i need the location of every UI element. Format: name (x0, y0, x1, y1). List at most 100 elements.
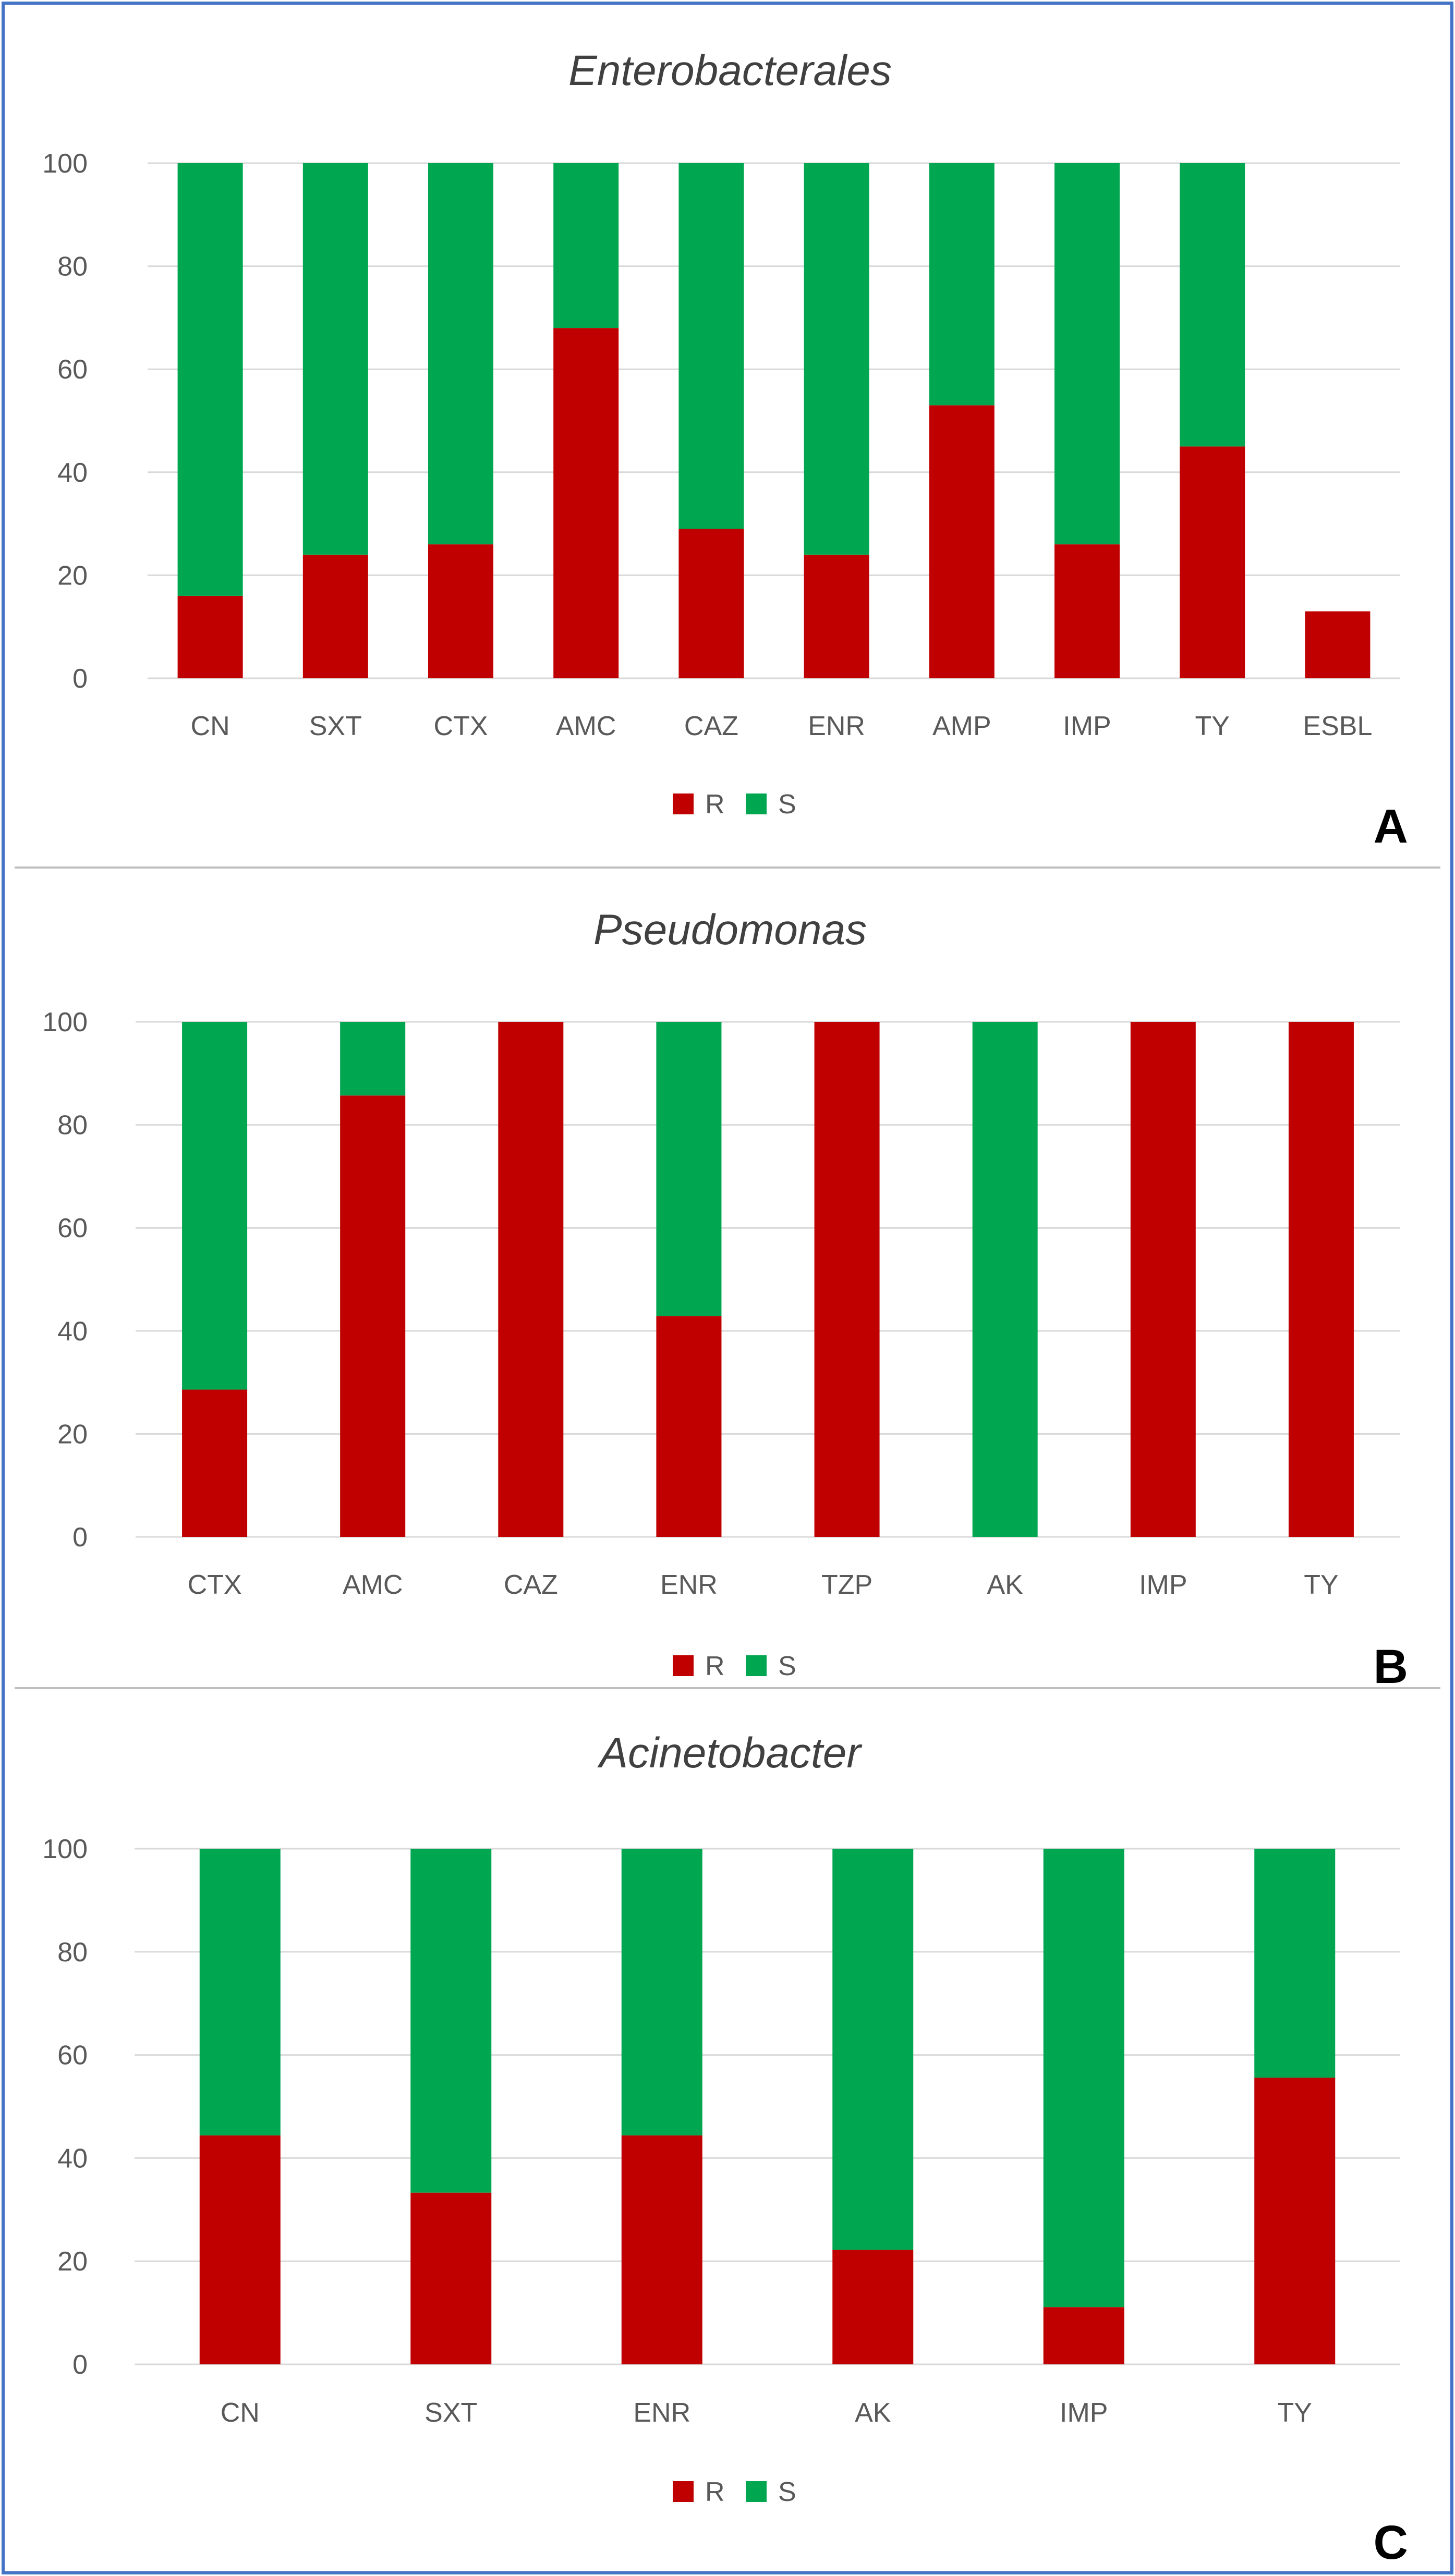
bar-s-enr (656, 1022, 722, 1316)
y-tick-label: 80 (57, 1937, 88, 1968)
bar-r-enr (656, 1316, 722, 1537)
bar-s-caz (678, 163, 744, 529)
x-tick-label: ENR (633, 2398, 690, 2428)
panel-label: B (1374, 1640, 1408, 1693)
legend-label: R (705, 2477, 725, 2507)
bar-r-sxt (410, 2192, 492, 2364)
x-tick-label: ENR (808, 711, 865, 741)
bar-r-ctx (428, 544, 493, 678)
y-tick-label: 60 (57, 355, 88, 385)
bar-s-enr (621, 1849, 702, 2135)
legend-label: S (778, 1651, 796, 1681)
x-tick-label: ENR (660, 1570, 718, 1600)
panel-label: A (1374, 800, 1408, 853)
x-tick-label: IMP (1060, 2398, 1108, 2428)
y-tick-label: 40 (57, 2143, 88, 2174)
bar-r-amp (929, 405, 995, 678)
panel-label: C (1374, 2516, 1408, 2569)
bar-r-esbl (1305, 611, 1371, 678)
x-tick-label: AMP (932, 711, 991, 741)
bar-s-ctx (428, 163, 493, 545)
x-tick-label: IMP (1139, 1570, 1187, 1600)
bar-s-amc (340, 1022, 406, 1096)
legend-swatch-s (746, 1655, 767, 1676)
y-tick-label: 100 (42, 1834, 88, 1864)
bar-r-cn (177, 595, 243, 678)
x-tick-label: TY (1304, 1570, 1338, 1600)
x-tick-label: IMP (1063, 711, 1111, 741)
bar-r-amc (340, 1095, 406, 1537)
y-tick-label: 0 (72, 2350, 88, 2380)
bar-s-cn (199, 1849, 281, 2135)
x-tick-label: SXT (309, 711, 362, 741)
y-tick-label: 80 (57, 252, 88, 282)
y-tick-label: 100 (42, 1007, 88, 1037)
legend-label: R (705, 1651, 725, 1681)
y-tick-label: 0 (72, 1522, 88, 1553)
bar-s-ty (1180, 163, 1245, 447)
chart-title: Acinetobacter (597, 1729, 863, 1777)
x-tick-label: AK (855, 2398, 891, 2428)
y-tick-label: 40 (57, 1316, 88, 1347)
bar-r-ty (1254, 2078, 1336, 2364)
x-tick-label: CTX (434, 711, 488, 741)
legend-swatch-r (673, 1655, 694, 1676)
bar-r-tzp (814, 1022, 880, 1537)
y-tick-label: 0 (72, 664, 88, 694)
legend-label: R (705, 789, 725, 820)
x-tick-label: AMC (556, 711, 616, 741)
chart-panel-a: Enterobacterales 0 20 40 60 80 100 CN SXT CTX AMC C… (42, 47, 1408, 853)
bar-s-ak (832, 1849, 914, 2250)
bar-s-amp (929, 163, 995, 406)
bar-s-imp (1054, 163, 1120, 545)
bar-s-enr (804, 163, 869, 555)
x-tick-label: TZP (821, 1570, 872, 1600)
x-tick-label: TY (1195, 711, 1229, 741)
y-tick-label: 40 (57, 458, 88, 488)
bar-r-caz (678, 529, 744, 678)
bar-r-ty (1180, 446, 1245, 678)
chart-title: Pseudomonas (593, 906, 867, 954)
x-tick-label: CAZ (684, 711, 738, 741)
legend-label: S (778, 789, 796, 820)
bar-r-enr (621, 2135, 702, 2364)
x-tick-label: AK (987, 1570, 1024, 1600)
bar-r-enr (804, 554, 869, 678)
bar-r-ty (1288, 1022, 1354, 1537)
bar-s-ctx (182, 1022, 248, 1390)
bar-r-imp (1054, 544, 1120, 678)
x-tick-label: ESBL (1303, 711, 1372, 741)
legend-swatch-s (746, 793, 767, 814)
y-tick-label: 60 (57, 1213, 88, 1243)
x-tick-label: CN (191, 711, 230, 741)
y-tick-label: 60 (57, 2041, 88, 2071)
bar-r-ak (832, 2250, 914, 2364)
bar-s-cn (177, 163, 243, 596)
legend-swatch-r (673, 2481, 694, 2502)
chart-panel-b: Pseudomonas 0 20 40 60 80 100 CTX AMC CAZ ENR TZP AK… (42, 906, 1408, 1693)
x-tick-label: TY (1278, 2398, 1312, 2428)
x-tick-label: AMC (343, 1570, 403, 1600)
legend-label: S (778, 2477, 796, 2507)
bar-s-ty (1254, 1849, 1336, 2078)
bar-s-imp (1043, 1849, 1124, 2308)
y-tick-label: 20 (57, 560, 88, 591)
x-tick-label: SXT (425, 2398, 477, 2428)
x-tick-label: CN (221, 2398, 260, 2428)
y-tick-label: 100 (42, 149, 88, 179)
bar-r-ctx (182, 1389, 248, 1537)
chart-panel-c: Acinetobacter 0 20 40 60 80 100 CN SXT ENR AK IMP TY… (42, 1729, 1408, 2569)
x-tick-label: CTX (188, 1570, 242, 1600)
bar-s-amc (553, 163, 619, 328)
bar-s-sxt (302, 163, 368, 555)
bar-r-imp (1043, 2307, 1124, 2364)
x-tick-label: CAZ (504, 1570, 558, 1600)
y-tick-label: 20 (57, 1419, 88, 1449)
bar-r-cn (199, 2135, 281, 2364)
legend-swatch-r (673, 793, 694, 814)
